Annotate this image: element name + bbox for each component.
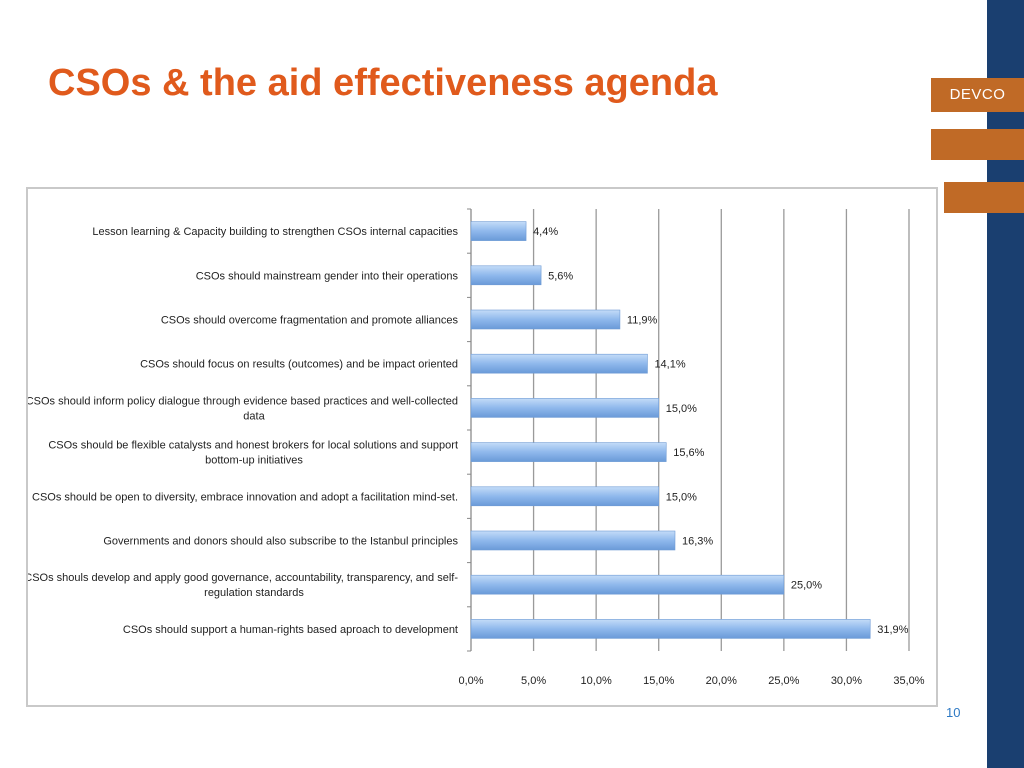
category-label: CSOs should focus on results (outcomes) … xyxy=(140,359,458,371)
x-tick-label: 15,0% xyxy=(643,675,674,687)
data-label: 14,1% xyxy=(654,359,685,371)
bar xyxy=(470,530,676,551)
bar xyxy=(470,353,648,374)
category-label: CSOs should support a human-rights based… xyxy=(123,624,458,636)
data-label: 31,9% xyxy=(877,624,908,636)
bar xyxy=(470,398,660,418)
category-label: CSOs should be open to diversity, embrac… xyxy=(32,491,458,503)
data-label: 25,0% xyxy=(791,580,822,592)
x-tick-label: 5,0% xyxy=(521,675,546,687)
right-sidebar-band xyxy=(987,0,1024,768)
x-tick-label: 10,0% xyxy=(581,675,612,687)
category-label: Governments and donors should also subsc… xyxy=(103,536,458,548)
x-tick-label: 35,0% xyxy=(893,675,924,687)
bar xyxy=(470,309,621,330)
bar xyxy=(470,442,667,462)
x-tick-label: 25,0% xyxy=(768,675,799,687)
chart-frame: 4,4% Lesson learning & Capacity building … xyxy=(26,187,938,707)
data-label: 11,9% xyxy=(627,315,658,327)
bar xyxy=(470,619,871,639)
slide-title: CSOs & the aid effectiveness agenda xyxy=(48,62,718,104)
x-tick-label: 20,0% xyxy=(706,675,737,687)
category-label: CSOs should mainstream gender into their… xyxy=(196,270,459,282)
category-label: CSOs shouls develop and apply good gover… xyxy=(28,572,458,599)
data-label: 4,4% xyxy=(533,226,558,238)
data-label: 5,6% xyxy=(548,270,573,282)
decorative-accent-bar xyxy=(931,129,1024,160)
data-label: 16,3% xyxy=(682,536,713,548)
x-tick-label: 0,0% xyxy=(458,675,483,687)
category-label: CSOs should overcome fragmentation and p… xyxy=(161,315,459,327)
decorative-accent-bar xyxy=(944,182,1024,213)
data-label: 15,0% xyxy=(666,403,697,415)
page-number: 10 xyxy=(946,705,961,720)
category-label: CSOs should be flexible catalysts and ho… xyxy=(48,440,458,467)
bar xyxy=(470,574,785,595)
data-label: 15,0% xyxy=(666,491,697,503)
category-label: CSOs should inform policy dialogue throu… xyxy=(28,395,458,422)
bar xyxy=(470,486,660,507)
bar xyxy=(470,265,542,286)
data-label: 15,6% xyxy=(673,447,704,459)
bar xyxy=(470,221,527,241)
x-tick-label: 30,0% xyxy=(831,675,862,687)
bar-chart: 4,4% Lesson learning & Capacity building … xyxy=(28,208,925,687)
devco-brand-tab: DEVCO xyxy=(931,78,1024,112)
category-label: Lesson learning & Capacity building to s… xyxy=(92,226,458,238)
